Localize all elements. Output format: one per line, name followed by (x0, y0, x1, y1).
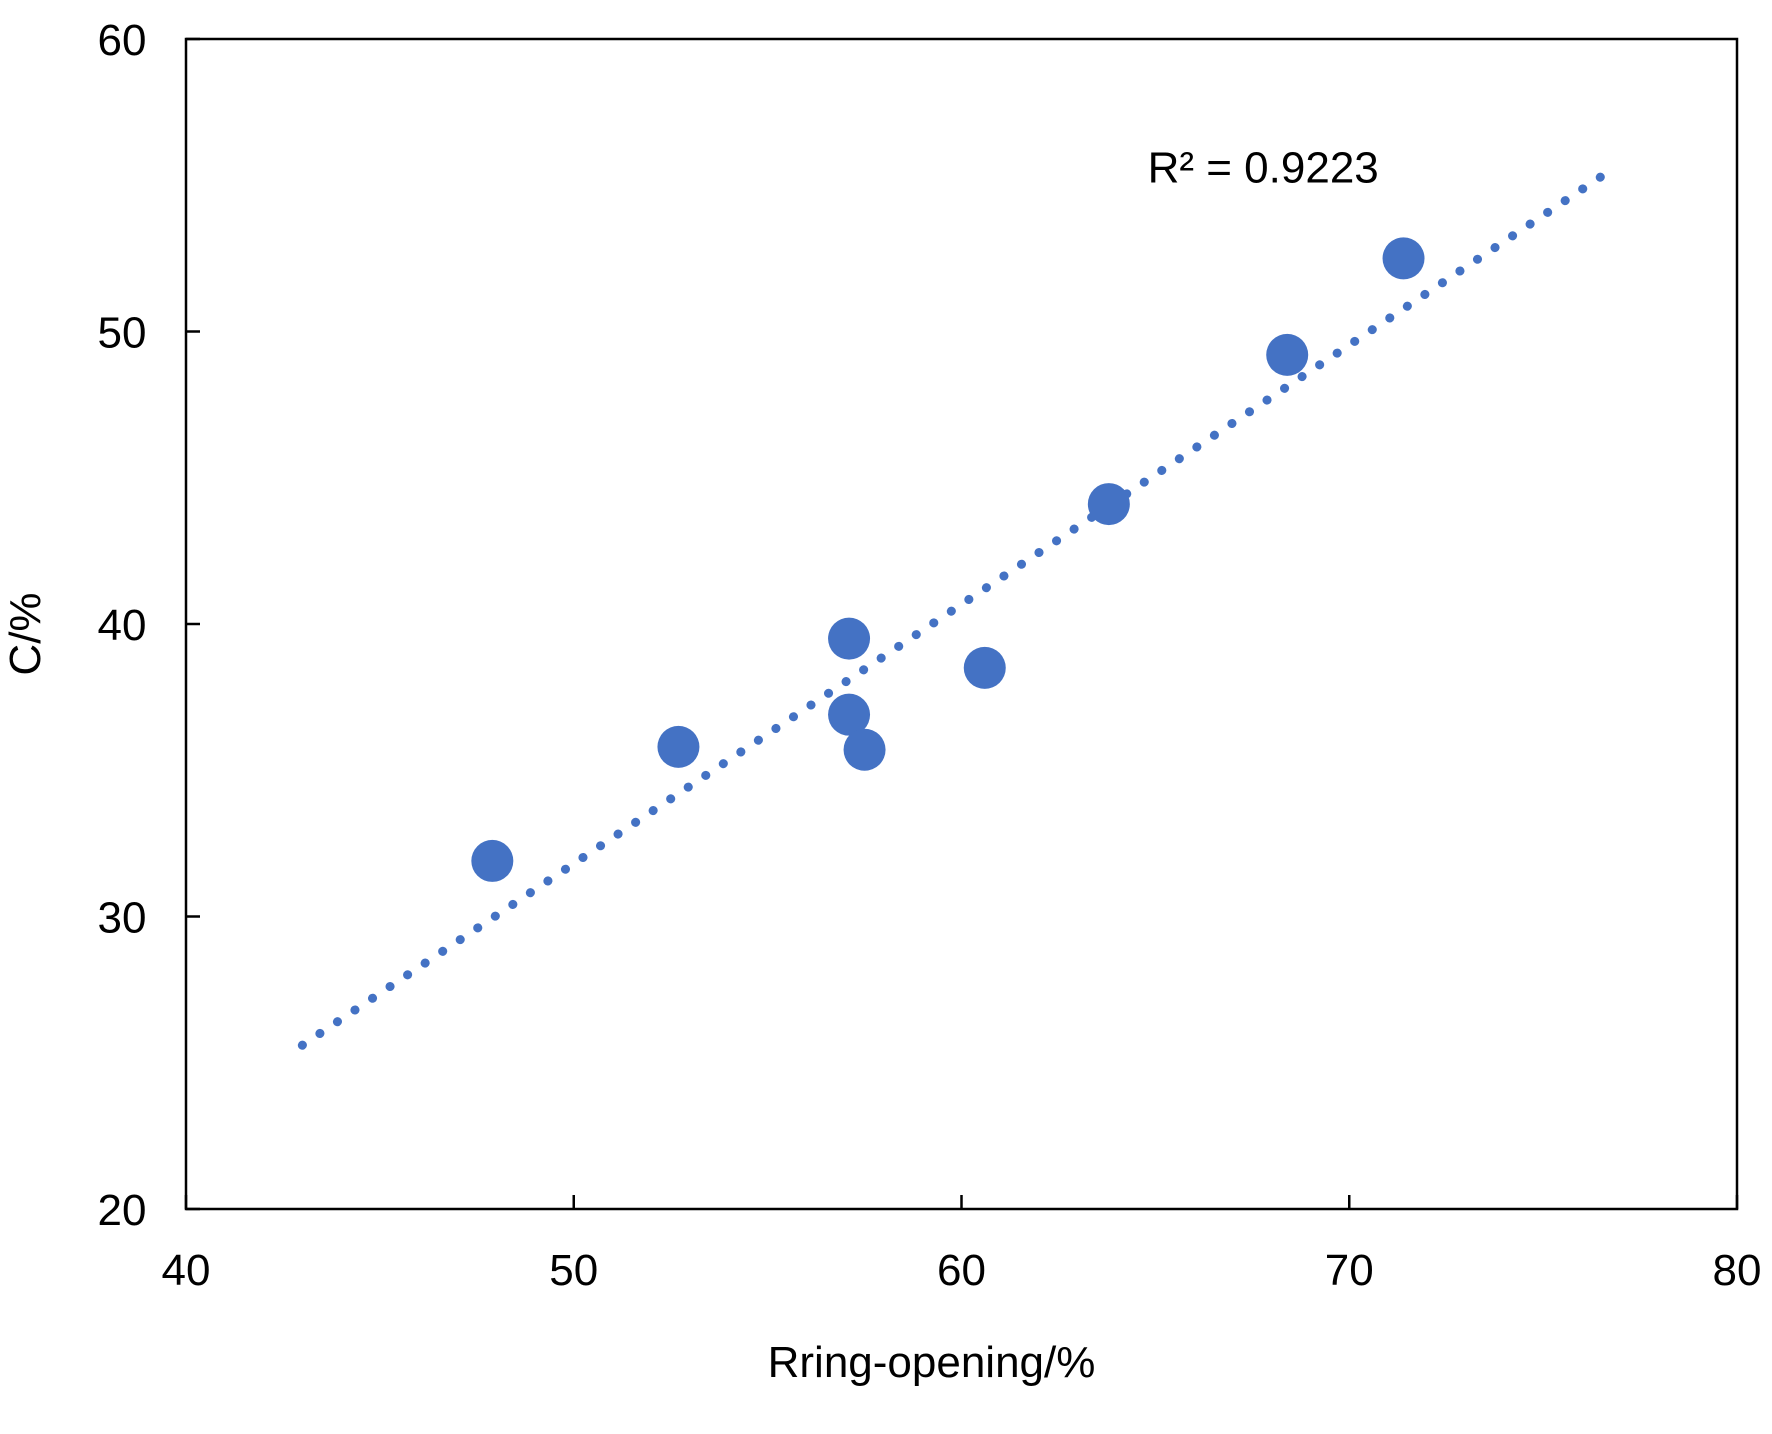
y-axis-label: C/% (1, 592, 50, 675)
data-points-layer (471, 237, 1425, 882)
x-tick-label: 70 (1325, 1246, 1374, 1295)
y-tick-label: 50 (98, 309, 147, 358)
x-tick-label: 40 (162, 1246, 211, 1295)
data-point (828, 693, 871, 736)
axes-layer (184, 37, 1739, 1211)
data-point (963, 646, 1006, 689)
y-tick-label: 60 (98, 16, 147, 65)
y-tick-label: 20 (98, 1186, 147, 1235)
x-tick-label: 50 (549, 1246, 598, 1295)
r-squared-annotation: R² = 0.9223 (1148, 143, 1379, 192)
data-point (1087, 483, 1130, 526)
data-point (657, 725, 700, 768)
x-tick-label: 80 (1713, 1246, 1762, 1295)
trendline-layer (297, 171, 1606, 1050)
plot-frame (184, 37, 1739, 1211)
data-point (471, 839, 514, 882)
y-tick-label: 30 (98, 894, 147, 943)
y-tick-label: 40 (98, 601, 147, 650)
data-point (1266, 333, 1309, 376)
labels-layer: 40 50 60 70 80 20 30 40 50 60 Rring-opening/% C/% R²… (1, 16, 1761, 1387)
data-point (828, 617, 871, 660)
x-axis-label: Rring-opening/% (768, 1338, 1096, 1387)
data-point (1382, 237, 1425, 280)
data-point (843, 728, 886, 771)
x-tick-label: 60 (937, 1246, 986, 1295)
trendline (297, 171, 1606, 1050)
